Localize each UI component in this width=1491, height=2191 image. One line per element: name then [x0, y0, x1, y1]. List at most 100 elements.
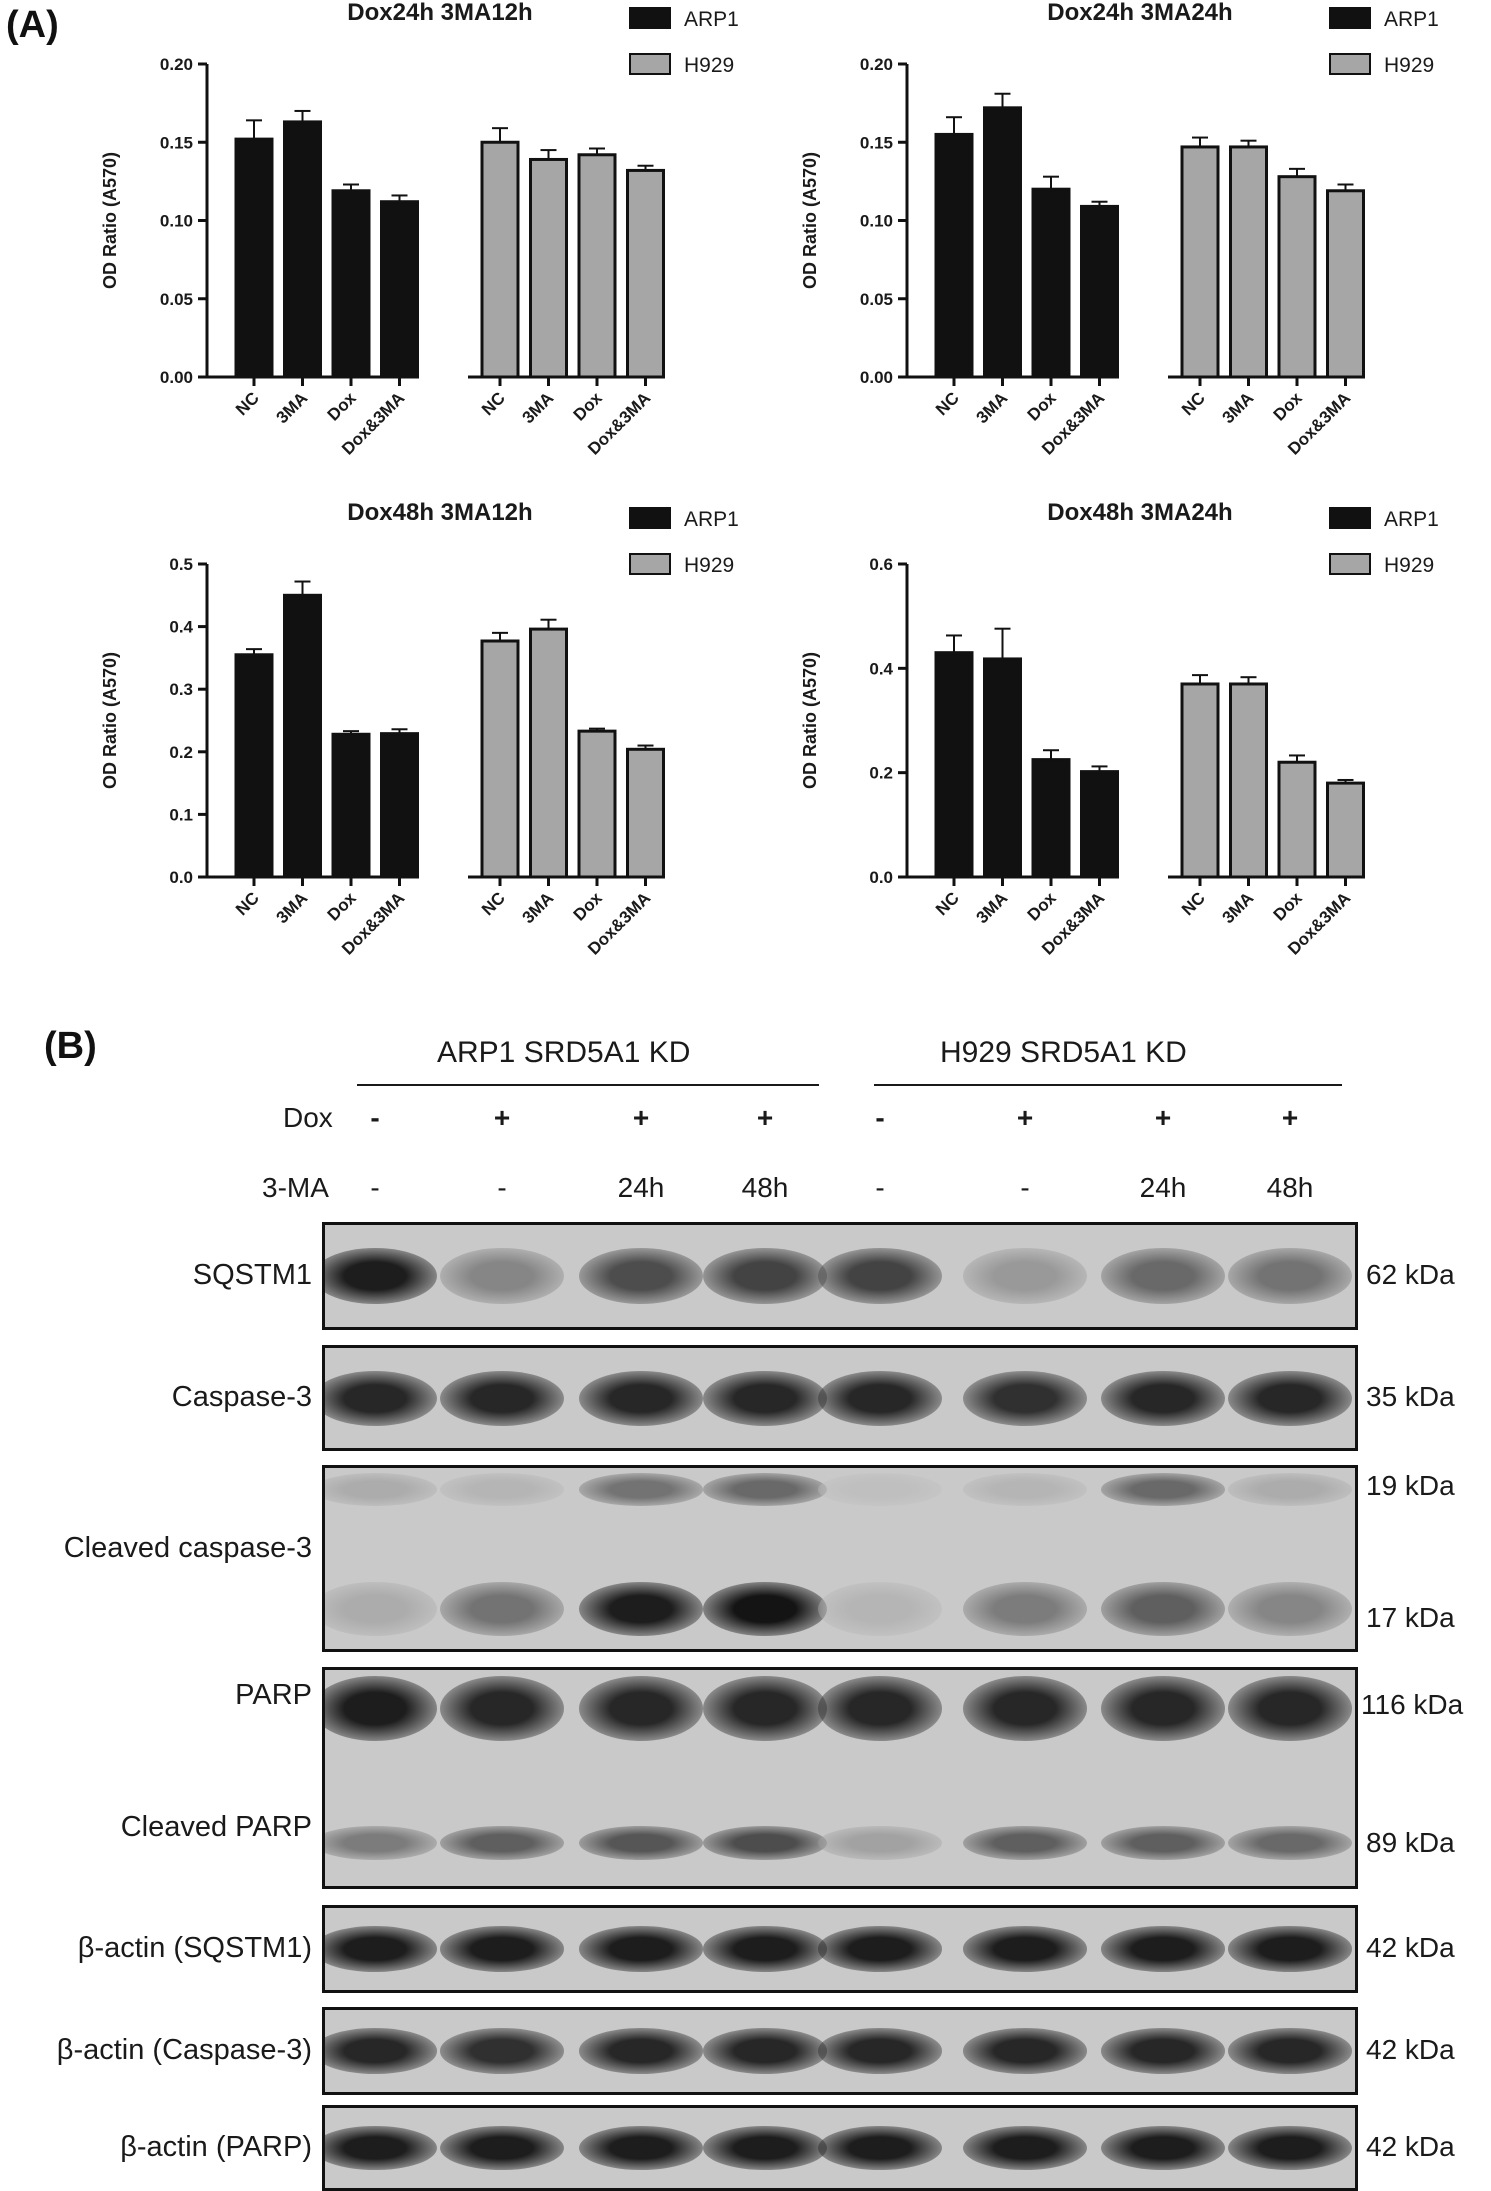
y-tick-label: 0.00: [160, 368, 193, 387]
protein-band: [1101, 1473, 1225, 1506]
ma-value: -: [370, 1172, 380, 1203]
panel-b-label: (B): [44, 1025, 97, 1067]
ma-value: 24h: [617, 1172, 665, 1203]
ma-value: -: [1020, 1172, 1030, 1203]
y-axis-label: OD Ratio (A570): [100, 652, 120, 789]
x-tick-label: 3MA: [519, 888, 558, 927]
legend-label-h929: H929: [684, 54, 734, 77]
blot-row-label: Cleaved PARP: [120, 1811, 312, 1843]
kda-label: 89 kDa: [1366, 1827, 1455, 1858]
x-tick-label: Dox: [324, 388, 361, 425]
kda-label: 17 kDa: [1366, 1602, 1455, 1633]
protein-band: [440, 2028, 564, 2074]
y-axis-label: OD Ratio (A570): [800, 652, 820, 789]
blot-row-label: PARP: [235, 1679, 312, 1711]
protein-band: [703, 2126, 827, 2170]
bar-arp1-dox-3ma: [380, 200, 419, 379]
protein-band: [703, 1370, 827, 1426]
group-underline-h929: [874, 1084, 1342, 1086]
protein-band: [1228, 1247, 1352, 1305]
legend-label-arp1: ARP1: [684, 508, 739, 531]
x-tick-label: NC: [1178, 888, 1209, 919]
y-tick-label: 0.5: [169, 555, 193, 574]
protein-band: [440, 1926, 564, 1972]
dox-value: -: [875, 1102, 885, 1133]
blot-row-label: Caspase-3: [171, 1381, 312, 1413]
y-tick-label: 0.1: [169, 805, 193, 824]
bar-arp1-3ma: [283, 120, 322, 379]
protein-band: [440, 1247, 564, 1305]
protein-band: [818, 1926, 942, 1972]
bar-h929-dox-3ma: [1326, 781, 1365, 879]
legend-swatch-h929: [1329, 553, 1371, 575]
y-tick-label: 0.20: [860, 55, 893, 74]
protein-band: [1101, 2126, 1225, 2170]
x-tick-label: NC: [232, 888, 263, 919]
blot-strip: [322, 1222, 1358, 1330]
protein-band: [440, 1582, 564, 1637]
ma-label: 3-MA: [262, 1172, 329, 1203]
bar-arp1-3ma: [283, 593, 322, 879]
kda-label: 19 kDa: [1366, 1470, 1455, 1501]
protein-band: [703, 2028, 827, 2074]
protein-band: [1101, 2028, 1225, 2074]
bar-h929-dox: [1277, 175, 1317, 379]
bar-chart-dox24h-3ma12h: Dox24h 3MA12h ARP1 H929 0.00 0.05 0.10 0.15 0.2…: [0, 0, 745, 520]
protein-band: [579, 1582, 703, 1637]
bar-arp1-dox: [1031, 187, 1071, 379]
x-tick-label: Dox: [570, 388, 607, 425]
ma-value: 48h: [1266, 1172, 1314, 1203]
chart-title: Dox24h 3MA24h: [1047, 0, 1232, 26]
bar-arp1-dox-3ma: [1080, 770, 1119, 879]
dox-value: +: [1281, 1102, 1299, 1133]
legend-label-arp1: ARP1: [1384, 8, 1439, 31]
protein-band: [818, 1825, 942, 1861]
group-header-arp1: ARP1 SRD5A1 KD: [437, 1036, 691, 1069]
y-tick-label: 0.2: [169, 743, 193, 762]
protein-band: [579, 1825, 703, 1861]
protein-band: [1228, 1825, 1352, 1861]
protein-band: [579, 2126, 703, 2170]
kda-label: 42 kDa: [1366, 2131, 1455, 2162]
y-tick-label: 0.00: [860, 368, 893, 387]
x-tick-label: NC: [932, 388, 963, 419]
group-header-h929: H929 SRD5A1 KD: [940, 1036, 1187, 1069]
protein-band: [703, 1582, 827, 1637]
y-tick-label: 0.15: [160, 133, 193, 152]
protein-band: [1228, 1370, 1352, 1426]
chart-title: Dox48h 3MA12h: [347, 499, 532, 526]
x-tick-label: Dox: [324, 888, 361, 925]
x-tick-label: 3MA: [973, 388, 1012, 427]
protein-band: [1228, 1582, 1352, 1637]
blot-row-label: β-actin (SQSTM1): [77, 1932, 312, 1964]
bar-h929-dox-3ma: [626, 168, 665, 379]
protein-band: [325, 2028, 437, 2074]
y-tick-label: 0.2: [869, 764, 893, 783]
y-tick-label: 0.0: [869, 868, 893, 887]
bar-h929-dox: [577, 153, 617, 379]
blot-row-label: Cleaved caspase-3: [63, 1531, 312, 1564]
blot-strip: [322, 2105, 1358, 2191]
blot-strip: [322, 1465, 1358, 1652]
western-blot-panel: ARP1 SRD5A1 KD H929 SRD5A1 KD Dox 3-MA -…: [0, 1030, 1491, 2191]
protein-band: [579, 1473, 703, 1506]
kda-label: 116 kDa: [1361, 1689, 1464, 1720]
x-tick-label: Dox: [1024, 888, 1061, 925]
protein-band: [963, 2028, 1087, 2074]
bar-arp1-dox: [331, 732, 371, 879]
protein-band: [325, 1676, 437, 1742]
chart-title: Dox24h 3MA12h: [347, 0, 532, 26]
protein-band: [963, 1676, 1087, 1742]
blot-strip: [322, 1667, 1358, 1889]
legend-swatch-arp1: [629, 507, 671, 529]
bar-chart-dox48h-3ma24h: Dox48h 3MA24h ARP1 H929 0.0 0.2 0.4 0.6 OD Rati…: [700, 499, 1445, 1020]
ma-value: 24h: [1139, 1172, 1187, 1203]
protein-band: [440, 1370, 564, 1426]
kda-label: 62 kDa: [1366, 1259, 1455, 1290]
bar-arp1-dox: [331, 189, 371, 379]
blot-strip: [322, 1905, 1358, 1993]
y-tick-label: 0.10: [160, 212, 193, 231]
kda-label: 42 kDa: [1366, 2034, 1455, 2065]
group-underline-arp1: [357, 1084, 819, 1086]
bar-h929-dox: [577, 729, 617, 879]
